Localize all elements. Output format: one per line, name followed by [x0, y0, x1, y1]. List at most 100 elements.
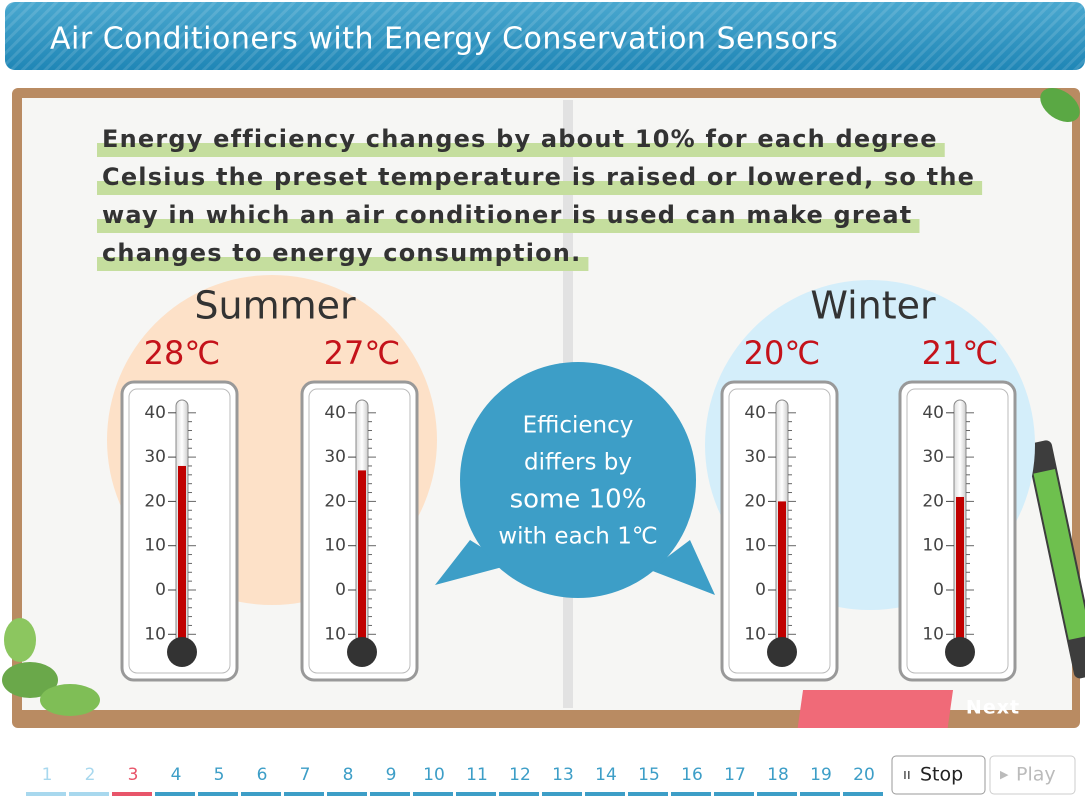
tick-label: 30	[922, 447, 944, 467]
page-number[interactable]: 5	[214, 765, 225, 785]
page-number[interactable]: 16	[681, 765, 703, 785]
page-number[interactable]: 19	[810, 765, 832, 785]
text-highlight	[97, 219, 920, 233]
thermometer-bulb	[767, 637, 797, 667]
tick-label: 10	[922, 536, 944, 556]
page-underline	[241, 792, 281, 796]
season-title: Summer	[194, 284, 356, 328]
tick-label: 0	[755, 580, 766, 600]
temperature-label: 27℃	[324, 334, 401, 372]
header-title: Air Conditioners with Energy Conservatio…	[50, 22, 838, 57]
text-highlight	[97, 181, 983, 195]
temperature-label: 21℃	[922, 334, 999, 372]
tick-label: 20	[922, 491, 944, 511]
pen-decoration	[1026, 440, 1085, 679]
tick-label: 30	[744, 447, 766, 467]
page-number[interactable]: 1	[42, 765, 53, 785]
tick-label: 20	[144, 491, 166, 511]
thermometer-bulb	[167, 637, 197, 667]
page-number[interactable]: 18	[767, 765, 789, 785]
page-underline	[714, 792, 754, 796]
tick-label: 10	[922, 624, 944, 644]
mercury	[778, 501, 786, 652]
leaf-decoration	[1040, 87, 1080, 123]
page-underline	[757, 792, 797, 796]
tick-label: 40	[324, 403, 346, 423]
mercury	[358, 470, 366, 652]
play-button[interactable]: Play	[1016, 764, 1056, 786]
text-highlight	[97, 257, 589, 271]
tick-label: 10	[744, 624, 766, 644]
page-number[interactable]: 7	[300, 765, 311, 785]
page-number[interactable]: 2	[85, 765, 96, 785]
header-texture	[5, 2, 1085, 70]
page-underline	[671, 792, 711, 796]
page-number[interactable]: 15	[638, 765, 660, 785]
page-underline	[198, 792, 238, 796]
page-underline	[843, 792, 883, 796]
thermometer-inner	[128, 388, 231, 674]
stop-button[interactable]: Stop	[920, 764, 963, 786]
next-button-bg[interactable]	[797, 690, 954, 728]
page-number[interactable]: 17	[724, 765, 746, 785]
stop-icon: ıı	[903, 767, 911, 783]
tick-label: 0	[933, 580, 944, 600]
stop-button-bg[interactable]	[891, 755, 986, 795]
tick-label: 10	[324, 536, 346, 556]
bubble	[460, 362, 696, 598]
tick-label: 10	[744, 536, 766, 556]
tick-label: 10	[144, 536, 166, 556]
page-underline	[370, 792, 410, 796]
page-number[interactable]: 3	[128, 765, 139, 785]
bubble-line: with each 1℃	[498, 524, 657, 550]
page-underline	[585, 792, 625, 796]
tick-label: 30	[144, 447, 166, 467]
tick-label: 0	[155, 580, 166, 600]
thermometer-inner	[308, 388, 411, 674]
tick-label: 20	[744, 491, 766, 511]
page-underline	[69, 792, 109, 796]
tick-label: 0	[335, 580, 346, 600]
thermometer-inner	[728, 388, 831, 674]
mercury	[178, 465, 186, 652]
page-number[interactable]: 4	[171, 765, 182, 785]
bubble-line: Efficiency	[523, 413, 634, 439]
page-underline	[112, 792, 152, 796]
page-number[interactable]: 20	[853, 765, 875, 785]
paragraph-line: Energy efficiency changes by about 10% f…	[102, 125, 938, 153]
next-button[interactable]: Next	[966, 697, 1020, 719]
page-number[interactable]: 8	[343, 765, 354, 785]
tick-label: 10	[144, 624, 166, 644]
page-underline	[413, 792, 453, 796]
page-number[interactable]: 10	[423, 765, 445, 785]
thermometer-bulb	[347, 637, 377, 667]
text-highlight	[97, 143, 945, 157]
tick-label: 40	[744, 403, 766, 423]
paragraph-line: changes to energy consumption.	[102, 239, 581, 267]
paragraph-line: Celsius the preset temperature is raised…	[102, 163, 975, 191]
temperature-label: 28℃	[144, 334, 221, 372]
season-title: Winter	[810, 284, 936, 328]
page-number[interactable]: 9	[386, 765, 397, 785]
page-number[interactable]: 13	[552, 765, 574, 785]
play-icon: ▶	[1000, 768, 1009, 781]
mercury	[956, 496, 964, 652]
page-underline	[284, 792, 324, 796]
page-number[interactable]: 11	[466, 765, 488, 785]
page-number[interactable]: 12	[509, 765, 531, 785]
play-button-bg[interactable]	[989, 755, 1076, 795]
page-underline	[26, 792, 66, 796]
thermometer-inner	[906, 388, 1009, 674]
temperature-label: 20℃	[744, 334, 821, 372]
page-underline	[155, 792, 195, 796]
tick-label: 30	[324, 447, 346, 467]
thermometer-bulb	[945, 637, 975, 667]
page-number[interactable]: 6	[257, 765, 268, 785]
tick-label: 20	[324, 491, 346, 511]
tick-label: 10	[324, 624, 346, 644]
page-underline	[456, 792, 496, 796]
page-underline	[800, 792, 840, 796]
bubble-line: differs by	[524, 450, 632, 476]
page-number[interactable]: 14	[595, 765, 617, 785]
